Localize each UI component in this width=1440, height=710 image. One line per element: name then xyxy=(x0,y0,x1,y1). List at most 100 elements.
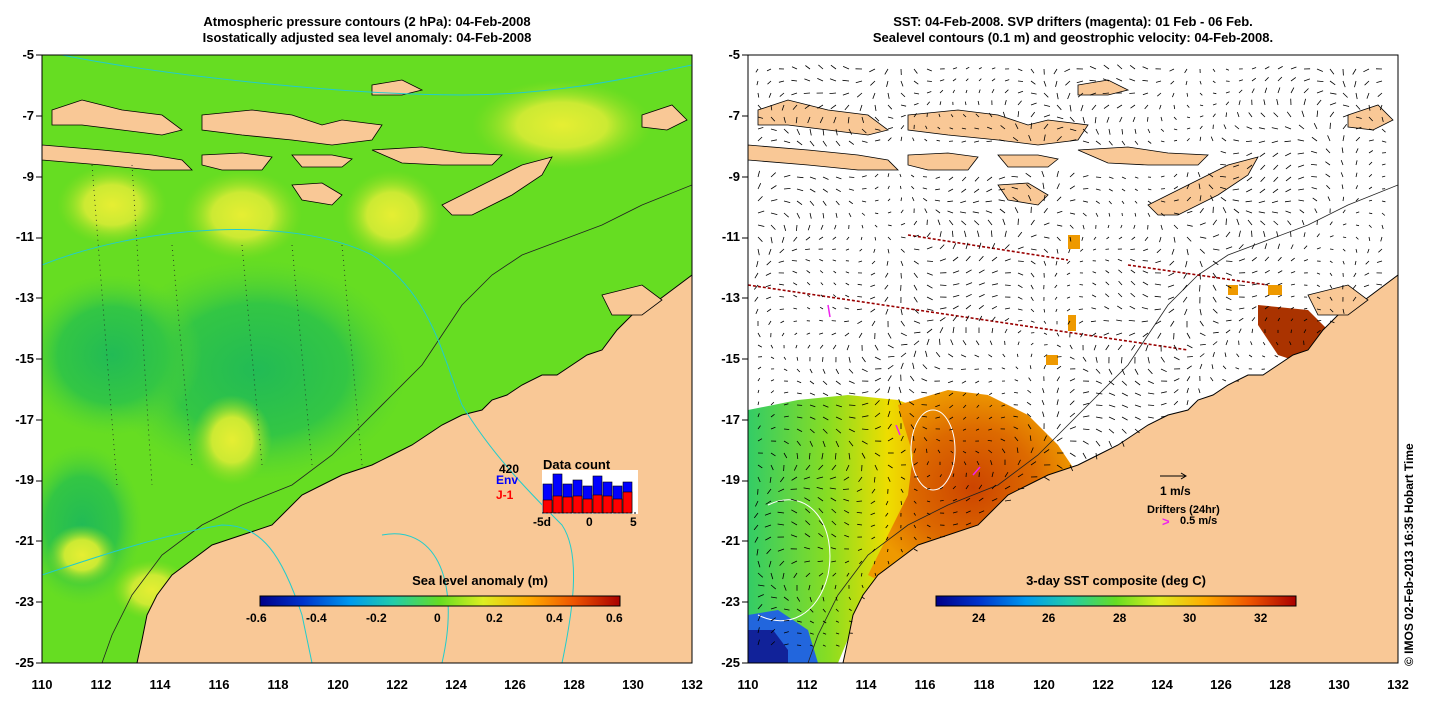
velocity-vector xyxy=(935,404,941,408)
left-axis-frame xyxy=(36,54,693,664)
velocity-vector xyxy=(791,509,798,514)
velocity-vector xyxy=(1092,271,1097,274)
velocity-vector xyxy=(1064,68,1071,73)
drifter-tracks xyxy=(827,304,981,476)
velocity-vector xyxy=(808,584,811,591)
velocity-vector xyxy=(949,440,954,442)
velocity-vector xyxy=(900,114,906,118)
velocity-vector xyxy=(1069,104,1072,112)
sst-field-west xyxy=(748,395,948,663)
velocity-vector xyxy=(913,92,920,95)
velocity-vector xyxy=(961,176,967,182)
velocity-vector xyxy=(1225,68,1230,71)
velocity-vector xyxy=(1185,80,1188,86)
velocity-vector xyxy=(757,389,760,394)
velocity-vector xyxy=(1277,306,1282,310)
velocity-vector xyxy=(989,392,993,396)
velocity-vector xyxy=(757,401,760,406)
velocity-vector xyxy=(1129,78,1136,82)
velocity-vector xyxy=(1352,296,1357,302)
velocity-vector xyxy=(757,377,761,382)
velocity-vector xyxy=(870,500,876,505)
velocity-vector xyxy=(965,242,969,250)
velocity-vector xyxy=(846,344,850,351)
velocity-vector xyxy=(1354,260,1357,266)
velocity-vector xyxy=(1056,183,1060,190)
velocity-vector xyxy=(908,401,915,406)
velocity-vector xyxy=(834,224,837,230)
velocity-vector xyxy=(1303,78,1311,82)
velocity-vector xyxy=(1342,196,1345,202)
velocity-vector xyxy=(962,340,967,346)
velocity-vector xyxy=(874,186,879,190)
velocity-vector xyxy=(861,402,869,406)
velocity-vector xyxy=(1208,173,1214,178)
velocity-vector xyxy=(991,89,995,94)
velocity-vector xyxy=(1264,269,1270,274)
velocity-vector xyxy=(796,140,803,146)
velocity-vector xyxy=(1082,402,1090,406)
velocity-vector xyxy=(1108,176,1114,179)
velocity-vector xyxy=(1316,90,1324,94)
velocity-vector xyxy=(1246,188,1253,193)
velocity-vector xyxy=(1117,292,1123,298)
velocity-vector xyxy=(1147,356,1150,364)
velocity-vector xyxy=(913,548,918,552)
velocity-vector xyxy=(1169,260,1175,266)
velocity-vector xyxy=(756,548,759,556)
velocity-vector xyxy=(821,452,824,460)
velocity-vector xyxy=(1355,136,1361,142)
velocity-vector xyxy=(765,536,772,541)
velocity-vector xyxy=(1004,471,1009,478)
velocity-scale-arrow xyxy=(1160,472,1187,480)
velocity-vector xyxy=(1118,269,1123,274)
velocity-vector xyxy=(1081,236,1084,241)
velocity-vector xyxy=(961,188,967,193)
velocity-vector xyxy=(913,296,918,303)
velocity-vector xyxy=(818,520,824,526)
velocity-vector xyxy=(1232,199,1240,202)
left-map xyxy=(42,55,692,663)
velocity-vector xyxy=(1173,104,1176,110)
velocity-vector xyxy=(1147,392,1155,395)
velocity-vector xyxy=(972,211,980,214)
velocity-vector xyxy=(913,536,917,541)
velocity-vector xyxy=(857,523,863,526)
velocity-vector xyxy=(835,188,841,193)
velocity-vector xyxy=(900,125,905,130)
velocity-vector xyxy=(818,332,824,335)
velocity-vector xyxy=(1093,344,1097,351)
velocity-vector xyxy=(861,584,864,589)
velocity-vector xyxy=(1043,476,1050,481)
anomaly-high-3 xyxy=(342,170,442,260)
velocity-vector xyxy=(952,498,958,502)
velocity-vector xyxy=(819,344,824,349)
velocity-vector xyxy=(978,484,983,490)
velocity-vector xyxy=(1329,92,1337,95)
x-tick-label: 124 xyxy=(445,677,467,692)
velocity-vector xyxy=(1264,282,1270,286)
velocity-vector xyxy=(1173,400,1179,406)
velocity-vector xyxy=(900,500,903,505)
velocity-vector xyxy=(791,248,798,252)
right-coastal-land xyxy=(1307,284,1369,316)
velocity-vector xyxy=(770,596,778,599)
velocity-vector xyxy=(1225,340,1229,346)
velocity-vector xyxy=(1327,196,1331,202)
velocity-vector xyxy=(1199,125,1203,130)
velocity-vector xyxy=(757,584,765,587)
velocity-vector xyxy=(766,296,772,300)
velocity-vector xyxy=(1316,272,1321,275)
velocity-vector xyxy=(755,308,759,315)
velocity-vector xyxy=(900,435,904,442)
velocity-vector xyxy=(935,209,941,214)
velocity-vector xyxy=(1223,124,1227,130)
velocity-vector xyxy=(848,368,854,374)
velocity-vector xyxy=(937,126,941,130)
velocity-vector xyxy=(822,644,826,647)
velocity-vector xyxy=(807,224,811,231)
velocity-vector xyxy=(1066,272,1071,275)
velocity-vector xyxy=(1186,365,1192,370)
velocity-vector xyxy=(998,199,1006,202)
velocity-vector xyxy=(1160,200,1166,203)
